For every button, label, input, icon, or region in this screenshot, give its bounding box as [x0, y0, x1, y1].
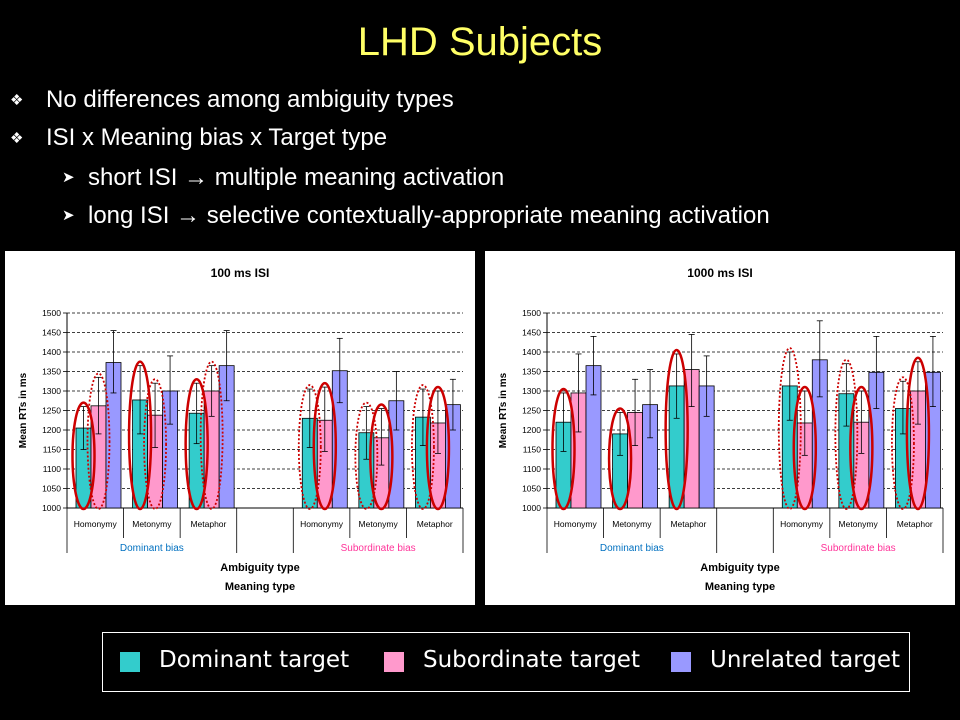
chart-title: 1000 ms ISI [687, 266, 752, 280]
x-axis-label-secondary: Meaning type [705, 581, 775, 593]
legend-swatch [119, 651, 141, 673]
chart-legend: Dominant target Subordinate target Unrel… [102, 632, 910, 692]
y-tick-label: 1350 [522, 367, 541, 377]
x-tick-label: Metaphor [897, 519, 933, 529]
annotation-ellipse [777, 347, 802, 510]
x-tick-label: Metaphor [670, 519, 706, 529]
x-tick-label: Metonymy [359, 519, 399, 529]
chart-1000ms-isi: 1000 ms ISI 1000 1050 1100 1150 1200 1250 1300 1… [498, 266, 944, 593]
annotation-ellipse [891, 376, 915, 510]
x-axis-label-secondary: Meaning type [225, 581, 295, 593]
y-tick-label: 1500 [42, 308, 61, 318]
x-tick-label: Metonymy [612, 519, 652, 529]
chart-panel-100ms: 100 ms ISI 1000 1050 1100 1150 1200 1250 1300 13… [5, 251, 475, 605]
annotation-ellipse [312, 381, 338, 511]
y-tick-label: 1500 [522, 308, 541, 318]
annotation-ellipse [664, 348, 689, 511]
y-tick-label: 1250 [522, 406, 541, 416]
annotation-ellipse [199, 360, 224, 510]
y-tick-label: 1100 [43, 464, 62, 474]
group-label: Dominant bias [120, 543, 184, 554]
y-tick-label: 1150 [523, 445, 542, 455]
x-tick-label: Metaphor [417, 519, 453, 529]
y-tick-label: 1250 [42, 406, 61, 416]
annotation-ellipse [71, 401, 96, 511]
annotation-ellipse [297, 384, 322, 510]
annotation-ellipse [143, 378, 167, 510]
sub-bullet-text: long ISI → selective contextually-approp… [88, 202, 770, 229]
chart-100ms-isi: 100 ms ISI 1000 1050 1100 1150 1200 1250 1300 13… [18, 266, 464, 593]
arrowhead-bullet-icon: ➤ [62, 207, 75, 224]
legend-label: Unrelated target [710, 647, 901, 673]
annotation-ellipse [792, 385, 818, 511]
y-tick-label: 1450 [42, 328, 61, 338]
sub-bullet-text: short ISI → multiple meaning activation [88, 164, 505, 191]
x-tick-label: Homonymy [780, 519, 824, 529]
slide-title: LHD Subjects [357, 20, 603, 64]
annotation-ellipse [607, 407, 633, 511]
diamond-bullet-icon: ❖ [10, 130, 24, 147]
y-tick-label: 1400 [42, 347, 61, 357]
y-tick-label: 1400 [522, 347, 541, 357]
legend-label: Subordinate target [423, 647, 640, 673]
x-tick-label: Homonymy [300, 519, 344, 529]
x-axis-label: Ambiguity type [700, 562, 779, 574]
group-label: Dominant bias [600, 543, 664, 554]
y-tick-label: 1150 [43, 445, 62, 455]
legend-label: Dominant target [159, 647, 350, 673]
annotation-ellipse [354, 401, 379, 510]
y-axis-label: Mean RTs in ms [498, 372, 509, 448]
y-tick-label: 1200 [42, 425, 61, 435]
annotation-ellipse [411, 384, 435, 510]
bullet-text: ISI x Meaning bias x Target type [46, 124, 388, 151]
x-axis-label: Ambiguity type [220, 562, 299, 574]
y-tick-label: 1200 [522, 425, 541, 435]
y-tick-label: 1450 [522, 328, 541, 338]
group-label: Subordinate bias [821, 543, 896, 554]
y-tick-label: 1300 [42, 386, 61, 396]
annotation-ellipse [905, 356, 931, 511]
annotation-ellipse [184, 377, 209, 511]
x-tick-label: Metonymy [839, 519, 879, 529]
diamond-bullet-icon: ❖ [10, 92, 24, 109]
x-tick-label: Metaphor [190, 519, 226, 529]
annotation-ellipse [551, 387, 576, 511]
chart-title: 100 ms ISI [211, 266, 270, 280]
annotation-ellipse [849, 385, 874, 511]
x-tick-label: Homonymy [554, 519, 598, 529]
annotation-ellipse [425, 385, 451, 511]
y-tick-label: 1050 [522, 484, 541, 494]
bullet-text: No differences among ambiguity types [46, 86, 454, 113]
x-tick-label: Metonymy [132, 519, 172, 529]
y-tick-label: 1000 [522, 503, 541, 513]
annotation-ellipse [369, 403, 394, 511]
legend-swatch [670, 651, 692, 673]
annotation-ellipse [127, 360, 153, 511]
y-tick-label: 1100 [523, 464, 542, 474]
y-tick-label: 1050 [42, 484, 61, 494]
chart-panel-1000ms: 1000 ms ISI 1000 1050 1100 1150 1200 1250 1300 1… [485, 251, 955, 605]
arrowhead-bullet-icon: ➤ [62, 169, 75, 186]
legend-swatch [383, 651, 405, 673]
group-label: Subordinate bias [341, 543, 416, 554]
y-tick-label: 1000 [42, 503, 61, 513]
y-tick-label: 1300 [522, 386, 541, 396]
y-axis-label: Mean RTs in ms [18, 372, 29, 448]
annotation-ellipse [86, 372, 111, 510]
y-tick-label: 1350 [42, 367, 61, 377]
x-tick-label: Homonymy [74, 519, 118, 529]
